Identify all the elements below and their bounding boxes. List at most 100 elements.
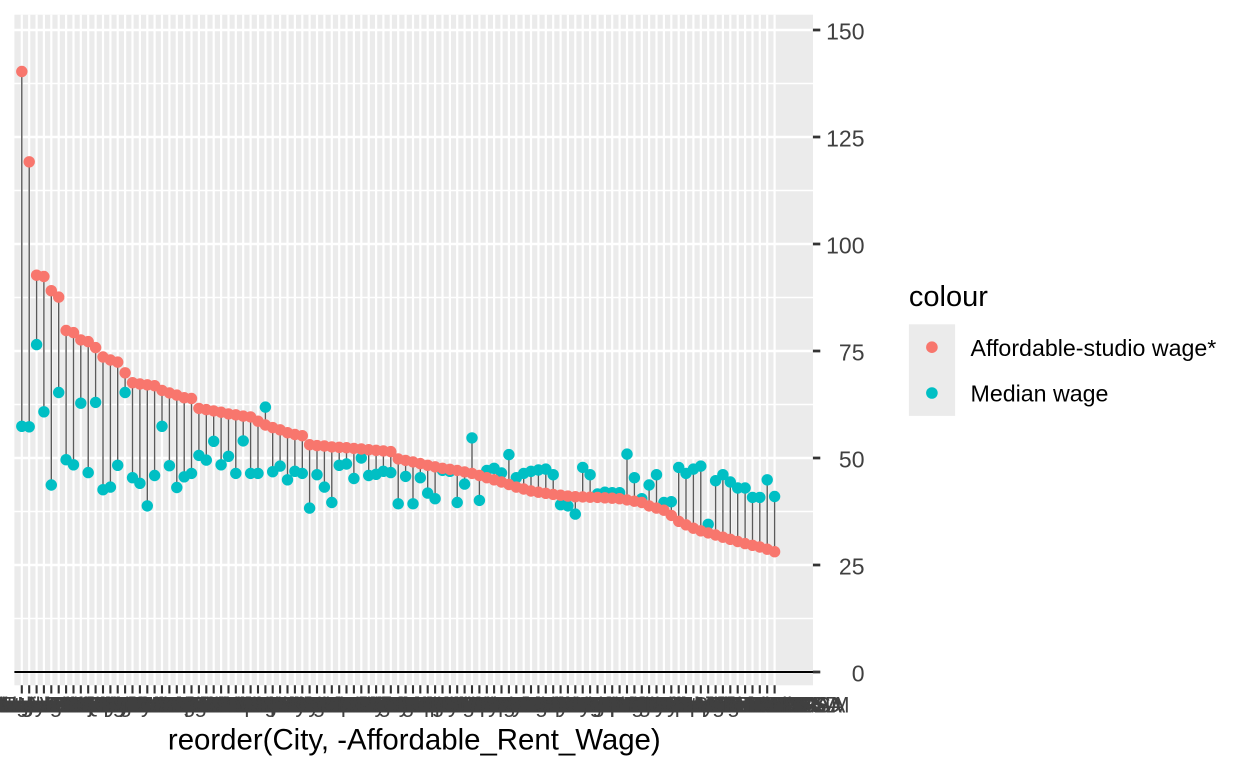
svg-text:Chattanooga TN-GA MSA: Chattanooga TN-GA MSA: [535, 692, 793, 717]
svg-text:Honolulu HI MSA: Honolulu HI MSA: [0, 692, 145, 717]
svg-text:Amarillo TX MSA: Amarillo TX MSA: [660, 692, 831, 717]
svg-text:Los Angeles-Long Beach CA: Los Angeles-Long Beach CA: [0, 692, 239, 717]
svg-text:El Paso TX MSA: El Paso TX MSA: [521, 692, 688, 717]
svg-text:Cincinnati OH HMFA: Cincinnati OH HMFA: [339, 692, 547, 717]
svg-text:Birmingham AL HMFA: Birmingham AL HMFA: [399, 692, 620, 717]
svg-text:Syracuse NY MSA: Syracuse NY MSA: [497, 692, 683, 717]
svg-text:Riverside CA MSA: Riverside CA MSA: [114, 692, 299, 717]
svg-text:Providence RI HMFA: Providence RI HMFA: [315, 692, 525, 717]
svg-text:Rochester NY HMFA: Rochester NY HMFA: [419, 692, 627, 717]
svg-text:Wichita KS SM: Wichita KS SM: [700, 692, 850, 717]
svg-text:125: 125: [826, 125, 864, 151]
svg-text:100: 100: [826, 232, 864, 258]
svg-text:150: 150: [826, 18, 864, 44]
svg-text:Santa Rosa CA MSA: Santa Rosa CA MSA: [65, 692, 274, 717]
svg-text:Akron OH MSA: Akron OH MSA: [543, 692, 697, 717]
svg-text:Las Vegas-Paradise NV MSA: Las Vegas-Paradise NV MSA: [126, 692, 420, 717]
svg-text:Affordable-studio wage*: Affordable-studio wage*: [971, 335, 1217, 361]
svg-text:Omaha NE HMFA: Omaha NE HMFA: [441, 692, 621, 717]
svg-text:Indianapolis IN HMFA: Indianapolis IN HMFA: [356, 692, 574, 717]
svg-text:Tampa-St Petersburg FL: Tampa-St Petersburg FL: [202, 692, 447, 717]
svg-text:Huntsville AL HMFA: Huntsville AL HMFA: [602, 692, 800, 717]
svg-text:Springfield MO MSA: Springfield MO MSA: [540, 692, 744, 717]
svg-text:Santa Maria-Santa Barbara CA: Santa Maria-Santa Barbara CA: [0, 692, 237, 717]
svg-text:Salinas CA MSA: Salinas CA MSA: [72, 692, 237, 717]
svg-text:New York NY HMFA: New York NY HMFA: [17, 692, 218, 717]
svg-text:Median wage: Median wage: [971, 381, 1109, 407]
svg-text:San Jose-Sunnyvale CA HMFA: San Jose-Sunnyvale CA HMFA: [0, 692, 192, 717]
svg-text:St Louis MO HMFA: St Louis MO HMFA: [339, 692, 532, 717]
svg-text:Pittsburgh PA HMFA: Pittsburgh PA HMFA: [355, 692, 558, 717]
svg-text:colour: colour: [909, 281, 988, 313]
svg-text:Toledo OH MSA: Toledo OH MSA: [517, 692, 678, 717]
svg-text:Fort Wayne IN MSA: Fort Wayne IN MSA: [623, 692, 822, 717]
svg-text:Boston-Cambridge-Quincy MA HMF: Boston-Cambridge-Quincy MA HMFA: [0, 692, 260, 717]
svg-text:Sioux Falls SD: Sioux Falls SD: [693, 692, 841, 717]
svg-text:Detroit-Warren MI HMFA: Detroit-Warren MI HMFA: [304, 692, 551, 717]
svg-text:Shreveport-Bossier LA MSA: Shreveport-Bossier LA MSA: [539, 692, 819, 717]
svg-text:New Orleans LA HMFA: New Orleans LA HMFA: [260, 692, 491, 717]
svg-text:Nashville-Davidson TN HMFA: Nashville-Davidson TN HMFA: [183, 692, 480, 717]
svg-text:Buffalo-Niagara NY MSA: Buffalo-Niagara NY MSA: [392, 692, 640, 717]
svg-text:Oakland-Fremont CA HMFA: Oakland-Fremont CA HMFA: [0, 692, 191, 717]
svg-text:Albuquerque NM MSA: Albuquerque NM MSA: [382, 692, 606, 717]
svg-text:Dallas TX HMFA: Dallas TX HMFA: [212, 692, 378, 717]
svg-text:Trenton NJ MSA: Trenton NJ MSA: [175, 692, 340, 717]
svg-text:Evansville IN MSA: Evansville IN MSA: [645, 692, 830, 717]
svg-text:Portland-Vancouver OR HMFA: Portland-Vancouver OR HMFA: [46, 692, 352, 717]
svg-text:Springfield IL MSA: Springfield IL MSA: [660, 692, 846, 717]
svg-text:Orlando-Kissimmee FL MSA: Orlando-Kissimmee FL MSA: [138, 692, 422, 717]
svg-text:Louisville KY HMFA: Louisville KY HMFA: [388, 692, 585, 717]
svg-text:Vallejo-Fairfield CA MSA: Vallejo-Fairfield CA MSA: [40, 692, 285, 717]
svg-text:Santa Ana-Anaheim CA HMFA: Santa Ana-Anaheim CA HMFA: [0, 692, 219, 717]
svg-text:Charlotte NC HMFA: Charlotte NC HMFA: [240, 692, 439, 717]
svg-text:Miami FL HMFA: Miami FL HMFA: [141, 692, 301, 717]
svg-text:Danbury CT HMFA: Danbury CT HMFA: [45, 692, 235, 717]
svg-text:San Francisco CA HMFA: San Francisco CA HMFA: [0, 692, 146, 717]
svg-text:Hartford CT HMFA: Hartford CT HMFA: [158, 692, 344, 717]
svg-text:75: 75: [839, 339, 865, 365]
svg-text:Lafayette LA HMFA: Lafayette LA HMFA: [611, 692, 805, 717]
svg-text:50: 50: [839, 446, 865, 472]
svg-text:Raleigh NC MSA: Raleigh NC MSA: [261, 692, 431, 717]
svg-text:Washington-Arlington DC HMFA: Washington-Arlington DC HMFA: [0, 692, 264, 717]
svg-text:Columbia SC MSA: Columbia SC MSA: [555, 692, 743, 717]
svg-text:Kansas City MO HMFA: Kansas City MO HMFA: [290, 692, 521, 717]
svg-text:Key West FL HMFA: Key West FL HMFA: [79, 692, 275, 717]
svg-text:Napa CA MSA: Napa CA MSA: [75, 692, 220, 717]
svg-text:Cleveland-Elyria OH MSA: Cleveland-Elyria OH MSA: [320, 692, 579, 717]
svg-text:Tucson AZ MSA: Tucson AZ MSA: [421, 692, 583, 717]
svg-text:Boise ID MSA: Boise ID MSA: [498, 692, 638, 717]
svg-text:reorder(City, -Affordable_Rent: reorder(City, -Affordable_Rent_Wage): [168, 723, 661, 756]
svg-text:Richmond VA MSA: Richmond VA MSA: [266, 692, 456, 717]
svg-text:Stamford-Norwalk CT HMFA: Stamford-Norwalk CT HMFA: [0, 692, 186, 717]
svg-text:Denver-Aurora CO MSA: Denver-Aurora CO MSA: [63, 692, 306, 717]
svg-text:San Antonio TX HMFA: San Antonio TX HMFA: [278, 692, 503, 717]
svg-text:Fort Lauderdale FL HMFA: Fort Lauderdale FL HMFA: [84, 692, 343, 717]
svg-text:Austin-Round Rock TX MSA: Austin-Round Rock TX MSA: [87, 692, 370, 717]
svg-text:Augusta-Richmond GA HMFA: Augusta-Richmond GA HMFA: [508, 692, 806, 717]
svg-text:Wichita KS HMFA: Wichita KS HMFA: [471, 692, 650, 717]
svg-text:0: 0: [852, 660, 865, 686]
svg-text:Atlanta-Sandy Springs GA: Atlanta-Sandy Springs GA: [178, 692, 441, 717]
svg-text:Fayetteville-Springdale AR: Fayetteville-Springdale AR: [553, 692, 818, 717]
svg-text:Milwaukee WI MSA: Milwaukee WI MSA: [315, 692, 510, 717]
svg-text:Oxnard-Thousand Oaks CA MSA: Oxnard-Thousand Oaks CA MSA: [0, 692, 298, 717]
svg-text:Oklahoma City OK HMFA: Oklahoma City OK HMFA: [352, 692, 607, 717]
svg-text:Baltimore-Columbia MD MSA: Baltimore-Columbia MD MSA: [89, 692, 383, 717]
svg-text:San Diego-Carlsbad CA MSA: San Diego-Carlsbad CA MSA: [0, 692, 235, 717]
svg-text:Baton Rouge LA MSA: Baton Rouge LA MSA: [525, 692, 744, 717]
svg-text:Jackson MS HMFA: Jackson MS HMFA: [620, 692, 811, 717]
svg-text:Minneapolis-St Paul MN HMFA: Minneapolis-St Paul MN HMFA: [110, 692, 420, 717]
svg-text:Sacramento CA HMFA: Sacramento CA HMFA: [78, 692, 304, 717]
svg-text:Dayton OH MSA: Dayton OH MSA: [529, 692, 695, 717]
svg-text:Chicago-Joliet IL HMFA: Chicago-Joliet IL HMFA: [125, 692, 361, 717]
svg-text:Jacksonville FL HMFA: Jacksonville FL HMFA: [273, 692, 495, 717]
svg-text:Little Rock AR HMFA: Little Rock AR HMFA: [441, 692, 651, 717]
svg-text:Virginia Beach VA MSA: Virginia Beach VA MSA: [237, 692, 470, 717]
svg-text:Tulsa OK HMFA: Tulsa OK HMFA: [458, 692, 620, 717]
svg-text:25: 25: [839, 553, 865, 579]
svg-text:Des Moines IA HMFA: Des Moines IA HMFA: [446, 692, 660, 717]
svg-text:Nassau-Suffolk NY HMFA: Nassau-Suffolk NY HMFA: [0, 692, 254, 717]
svg-text:Santa Cruz-Watsonville CA MSA: Santa Cruz-Watsonville CA MSA: [0, 692, 192, 717]
